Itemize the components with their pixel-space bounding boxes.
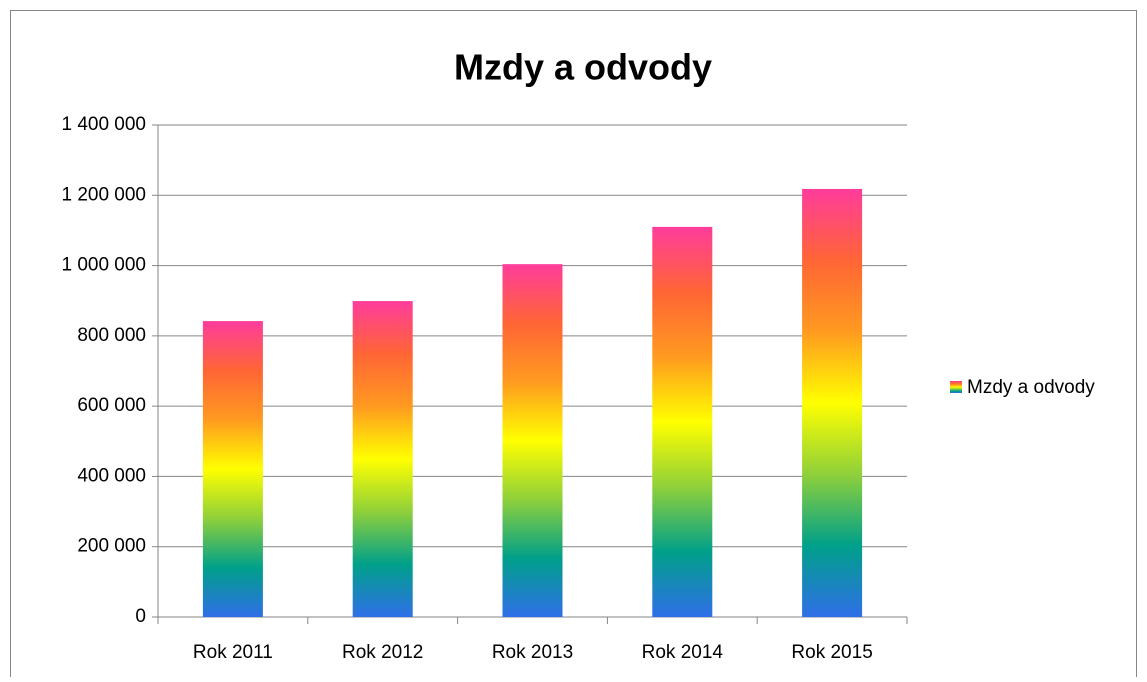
- bar: [202, 321, 263, 617]
- y-tick-label: 0: [135, 606, 146, 627]
- bar: [802, 188, 863, 617]
- x-tick-label: Rok 2011: [193, 642, 273, 663]
- chart-title: Mzdy a odvody: [454, 47, 712, 88]
- y-tick-label: 600 000: [77, 395, 146, 416]
- y-tick-label: 200 000: [77, 536, 146, 557]
- chart-border: [10, 10, 1137, 682]
- legend-swatch: [950, 381, 962, 393]
- bar: [652, 226, 713, 617]
- y-tick-label: 400 000: [77, 465, 146, 486]
- x-tick-label: Rok 2012: [342, 642, 423, 663]
- x-tick-label: Rok 2014: [642, 642, 724, 663]
- x-tick-label: Rok 2015: [791, 642, 872, 663]
- y-tick-label: 1 000 000: [61, 255, 146, 276]
- bar: [502, 264, 563, 617]
- x-tick-label: Rok 2013: [492, 642, 573, 663]
- bar: [352, 301, 413, 617]
- legend-label: Mzdy a odvody: [967, 377, 1095, 398]
- y-tick-label: 1 200 000: [61, 184, 146, 205]
- y-tick-label: 1 400 000: [61, 114, 146, 135]
- y-tick-label: 800 000: [77, 325, 146, 346]
